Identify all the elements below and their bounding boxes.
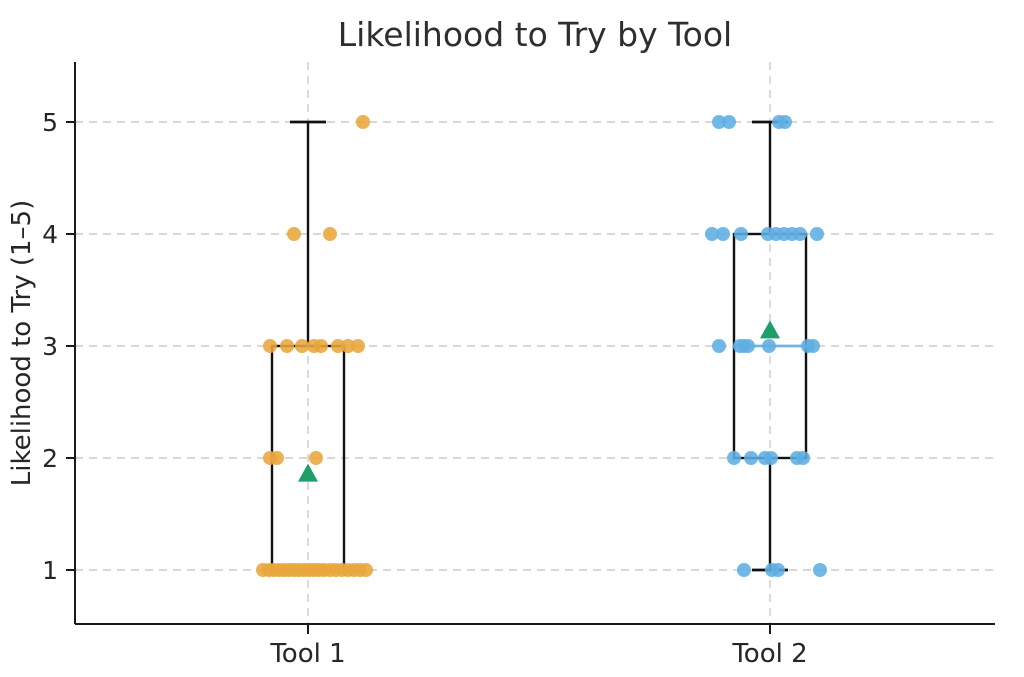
data-point (741, 339, 755, 353)
data-point (744, 451, 758, 465)
data-point (341, 339, 355, 353)
data-point (771, 563, 785, 577)
data-point (356, 115, 370, 129)
data-point (810, 227, 824, 241)
data-point (309, 451, 323, 465)
data-point (727, 451, 741, 465)
data-point (716, 227, 730, 241)
data-point (712, 115, 726, 129)
data-point (331, 339, 345, 353)
data-point (712, 339, 726, 353)
data-point (737, 563, 751, 577)
data-point (263, 339, 277, 353)
data-point (280, 339, 294, 353)
data-point (793, 227, 807, 241)
y-tick-label: 4 (42, 220, 58, 249)
data-point (813, 563, 827, 577)
data-point (270, 451, 284, 465)
data-point (806, 339, 820, 353)
data-point (314, 339, 328, 353)
data-point (351, 339, 365, 353)
data-point (796, 451, 810, 465)
y-tick-label: 5 (42, 108, 58, 137)
data-point (762, 339, 776, 353)
x-tick-label: Tool 2 (731, 639, 807, 669)
axis-layer: 1 2 3 4 5 Tool 1 Tool 2 (42, 62, 995, 669)
mean-layer (298, 320, 780, 482)
y-tick-label: 1 (42, 556, 58, 585)
data-point (323, 227, 337, 241)
data-point (287, 227, 301, 241)
data-point (764, 451, 778, 465)
mean-marker (298, 463, 318, 482)
data-point (295, 339, 309, 353)
y-tick-label: 2 (42, 444, 58, 473)
y-tick-label: 3 (42, 332, 58, 361)
data-point (705, 227, 719, 241)
data-point (734, 227, 748, 241)
chart-title: Likelihood to Try by Tool (338, 15, 732, 54)
data-point (778, 115, 792, 129)
mean-marker (760, 320, 780, 339)
data-point (359, 563, 373, 577)
grid-layer (75, 62, 995, 624)
x-tick-label: Tool 1 (269, 639, 345, 669)
data-point (722, 115, 736, 129)
point-layer (256, 115, 827, 577)
y-axis-label: Likelihood to Try (1–5) (7, 200, 37, 486)
